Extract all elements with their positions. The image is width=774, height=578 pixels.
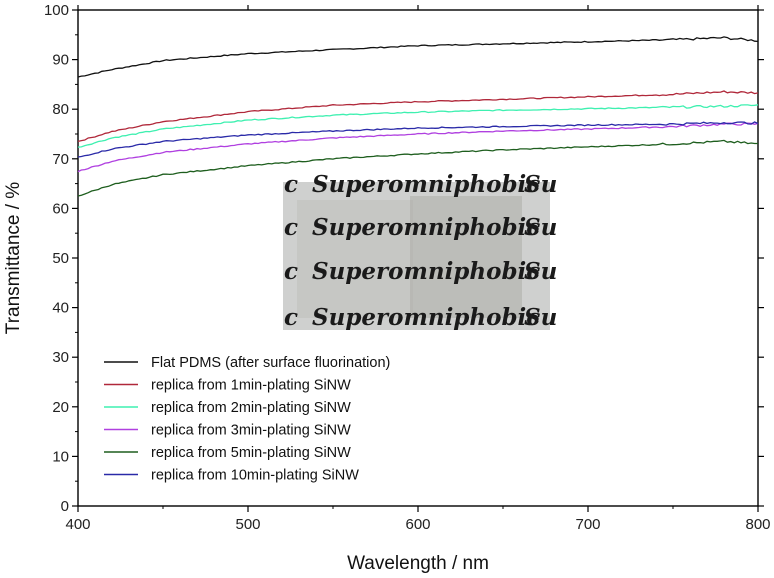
x-tick-label: 700 xyxy=(575,516,600,533)
y-tick-label: 60 xyxy=(52,200,69,217)
y-tick-label: 20 xyxy=(52,399,69,416)
y-tick-label: 0 xyxy=(61,498,69,515)
y-tick-label: 40 xyxy=(52,300,69,317)
legend: Flat PDMS (after surface fluorination) re… xyxy=(104,355,390,484)
x-tick-label: 400 xyxy=(65,516,90,533)
y-tick-label: 100 xyxy=(44,2,69,19)
x-tick-label: 500 xyxy=(235,516,260,533)
axis-ticks: 0 10 20 30 40 50 60 70 80 90 100 400 500 600 700 800 xyxy=(44,2,771,533)
inset-edge-left: c xyxy=(284,258,298,285)
series-line xyxy=(77,104,759,148)
inset-edge-left: c xyxy=(284,171,298,198)
y-tick-label: 30 xyxy=(52,349,69,366)
inset-caption-line: Superomniphobic xyxy=(312,304,540,331)
inset-caption-line: Superomniphobic xyxy=(312,171,540,198)
inset-left-pad xyxy=(297,200,413,318)
y-tick-label: 50 xyxy=(52,250,69,267)
legend-label: Flat PDMS (after surface fluorination) xyxy=(151,355,390,371)
inset-right-pad xyxy=(410,196,522,318)
inset-caption-line: Superomniphobic xyxy=(312,214,540,241)
legend-label: replica from 3min-plating SiNW xyxy=(151,423,351,439)
x-tick-label: 800 xyxy=(745,516,770,533)
series-line xyxy=(77,36,759,78)
series-line xyxy=(77,122,759,173)
y-tick-label: 90 xyxy=(52,52,69,69)
legend-label: replica from 1min-plating SiNW xyxy=(151,378,351,394)
inset-edge-left: c xyxy=(284,304,298,331)
x-tick-label: 600 xyxy=(405,516,430,533)
y-tick-label: 10 xyxy=(52,448,69,465)
y-tick-label: 80 xyxy=(52,101,69,118)
series-line xyxy=(77,90,759,143)
inset-caption-line: Superomniphobic xyxy=(312,258,540,285)
inset-edge-right: Su xyxy=(524,304,557,331)
series-lines xyxy=(77,36,759,197)
inset-edge-left: c xyxy=(284,214,298,241)
legend-label: replica from 2min-plating SiNW xyxy=(151,400,351,416)
legend-label: replica from 10min-plating SiNW xyxy=(151,468,359,484)
inset-edge-right: Su xyxy=(524,171,557,198)
series-line xyxy=(77,121,759,158)
y-axis-title: Transmittance / % xyxy=(3,182,24,335)
inset-edge-right: Su xyxy=(524,258,557,285)
legend-label: replica from 5min-plating SiNW xyxy=(151,445,351,461)
inset-edge-right: Su xyxy=(524,214,557,241)
x-axis-title: Wavelength / nm xyxy=(347,553,489,574)
series-line xyxy=(77,139,758,197)
y-tick-label: 70 xyxy=(52,151,69,168)
